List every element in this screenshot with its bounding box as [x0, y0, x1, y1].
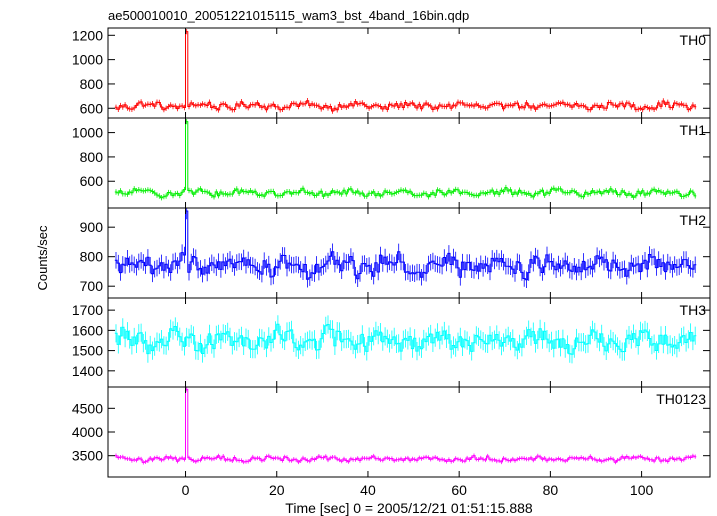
y-tick-label: 1600 [72, 322, 103, 338]
panel-th0: 600 800 1000 1200 TH0 [72, 27, 711, 119]
y-tick-label: 900 [80, 219, 104, 235]
error-bars [115, 29, 696, 114]
y-tick-label: 4500 [72, 400, 103, 416]
x-tick-label: 0 [182, 482, 190, 498]
y-tick-label: 4000 [72, 424, 103, 440]
x-tick-label: 100 [630, 482, 654, 498]
panel-th3: 1400 1500 1600 1700 TH3 [72, 297, 711, 388]
panel-label: TH3 [680, 302, 707, 318]
panel-th2: 700 800 900 TH2 [80, 207, 711, 299]
y-tick-label: 1000 [72, 52, 103, 68]
y-tick-label: 3500 [72, 448, 103, 464]
x-tick-label: 80 [543, 482, 559, 498]
series-line [114, 388, 697, 463]
error-bars [115, 387, 696, 465]
y-tick-label: 1400 [72, 363, 103, 379]
panel-label: TH0 [680, 32, 707, 48]
y-tick-label: 700 [80, 278, 104, 294]
x-tick-label: 40 [360, 482, 376, 498]
series-line [114, 31, 697, 112]
y-tick-label: 600 [80, 173, 104, 189]
panels: 600 800 1000 1200 TH0 600 800 1000 TH1 700 800 900 T… [72, 27, 711, 478]
panel-frame [107, 207, 711, 299]
error-bars [115, 315, 696, 364]
y-tick-label: 1200 [72, 27, 103, 43]
error-bars [115, 119, 696, 201]
y-tick-label: 800 [80, 76, 104, 92]
x-axis: 0 20 40 60 80 100 [182, 482, 654, 498]
y-axis-label: Counts/sec [35, 225, 50, 291]
y-tick-label: 600 [80, 100, 104, 116]
y-tick-label: 800 [80, 149, 104, 165]
panel-frame [107, 386, 711, 478]
x-axis-label: Time [sec] 0 = 2005/12/21 01:51:15.888 [285, 500, 533, 516]
panel-label: TH0123 [656, 391, 706, 407]
y-tick-label: 1700 [72, 302, 103, 318]
y-tick-label: 1000 [72, 125, 103, 141]
panel-label: TH2 [680, 212, 707, 228]
figure-title: ae500010010_20051221015115_wam3_bst_4ban… [108, 8, 469, 23]
error-bars [115, 208, 696, 288]
series-line [114, 210, 697, 281]
panel-label: TH1 [680, 122, 707, 138]
series-line [114, 121, 697, 199]
y-tick-label: 1500 [72, 343, 103, 359]
y-tick-label: 800 [80, 249, 104, 265]
series-line [114, 323, 697, 355]
x-tick-label: 60 [451, 482, 467, 498]
panel-th1: 600 800 1000 TH1 [72, 117, 711, 209]
x-tick-label: 20 [269, 482, 285, 498]
panel-th0123: 3500 4000 4500 TH0123 [72, 386, 711, 478]
